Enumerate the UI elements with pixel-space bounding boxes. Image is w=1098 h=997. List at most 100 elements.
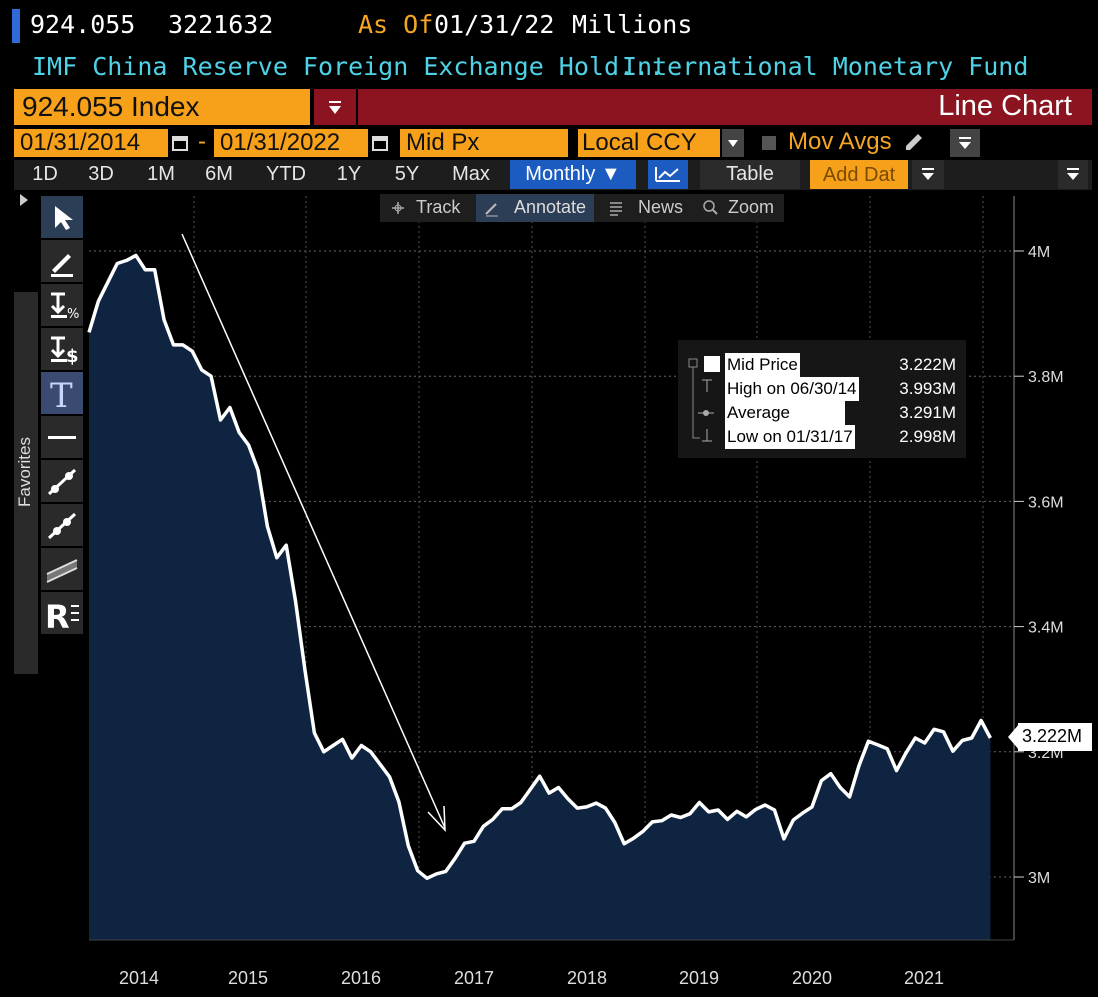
mov-avgs-edit-icon[interactable] bbox=[902, 130, 926, 154]
annotate-label: Annotate bbox=[514, 197, 587, 217]
range-ytd-button[interactable]: YTD bbox=[266, 163, 306, 185]
date-separator: - bbox=[198, 128, 206, 155]
ray-tool[interactable] bbox=[41, 504, 83, 548]
svg-text:R: R bbox=[45, 598, 70, 634]
y-tick-label: 3.4M bbox=[1028, 620, 1064, 637]
end-date-field[interactable]: 01/31/2022 bbox=[214, 129, 368, 157]
y-tick-label: 3.6M bbox=[1028, 494, 1064, 511]
select-tool[interactable] bbox=[41, 196, 83, 240]
y-tick-label: 4M bbox=[1028, 244, 1050, 261]
range-1d-button[interactable]: 1D bbox=[32, 163, 58, 185]
range-1m-button[interactable]: 1M bbox=[147, 163, 175, 185]
price-line bbox=[87, 253, 992, 881]
x-tick-label: 2021 bbox=[904, 968, 944, 988]
zoom-label: Zoom bbox=[728, 197, 775, 217]
end-calendar-icon[interactable] bbox=[370, 131, 390, 155]
regression-tool[interactable]: R bbox=[41, 592, 83, 636]
area-fill bbox=[89, 255, 991, 940]
id-number: 3221632 bbox=[168, 10, 274, 39]
draw-tool[interactable] bbox=[41, 240, 83, 284]
drawing-tools: % $ T R bbox=[41, 196, 87, 636]
trendline-icon bbox=[47, 468, 77, 496]
dropdown-icon bbox=[959, 137, 971, 149]
news-label: News bbox=[638, 197, 684, 217]
percent-change-icon: % bbox=[50, 292, 79, 322]
legend-high-label: High on 06/30/14 bbox=[725, 377, 859, 401]
currency-selector[interactable]: Local CCY bbox=[578, 129, 720, 157]
trend-arrow bbox=[181, 233, 446, 829]
svg-text:$: $ bbox=[66, 346, 79, 367]
y-tick-label: 3M bbox=[1028, 870, 1050, 887]
track-tool[interactable]: Track bbox=[386, 194, 472, 222]
legend-low-label: Low on 01/31/17 bbox=[725, 425, 855, 449]
price-change-tool[interactable]: $ bbox=[41, 328, 83, 372]
mov-avgs-checkbox[interactable] bbox=[762, 136, 776, 150]
text-icon: T bbox=[50, 376, 73, 414]
range-bar-menu-button[interactable] bbox=[1058, 160, 1088, 189]
text-tool[interactable]: T bbox=[41, 372, 83, 416]
start-calendar-icon[interactable] bbox=[170, 131, 190, 155]
favorites-tab[interactable]: Favorites bbox=[14, 292, 38, 674]
svg-text:T: T bbox=[50, 376, 73, 414]
legend-mid-value: 3.222M bbox=[899, 355, 956, 374]
percent-tool[interactable]: % bbox=[41, 284, 83, 328]
x-tick-label: 2020 bbox=[792, 968, 832, 988]
legend-avg-label: Average bbox=[725, 401, 845, 425]
security-field[interactable]: 924.055 Index bbox=[14, 89, 310, 125]
legend-swatch bbox=[704, 356, 720, 372]
legend-low-value: 2.998M bbox=[899, 427, 956, 446]
legend-high-value: 3.993M bbox=[899, 379, 956, 398]
range-max-button[interactable]: Max bbox=[452, 163, 490, 185]
mov-avgs-label: Mov Avgs bbox=[788, 128, 892, 155]
currency-dropdown-button[interactable] bbox=[722, 129, 744, 157]
add-data-field[interactable]: Add Dat bbox=[810, 160, 908, 189]
range-1y-button[interactable]: 1Y bbox=[336, 163, 362, 185]
crosshair-icon bbox=[392, 202, 404, 214]
regression-icon: R bbox=[45, 598, 79, 634]
dropdown-icon bbox=[1067, 168, 1079, 180]
ray-icon bbox=[47, 512, 77, 540]
tag-pointer bbox=[1008, 723, 1020, 751]
frequency-selector[interactable]: Monthly ▼ bbox=[510, 160, 636, 189]
play-icon bbox=[20, 194, 28, 206]
dropdown-icon bbox=[922, 168, 934, 180]
table-button[interactable]: Table bbox=[700, 160, 800, 189]
start-date-text: 01/31/2014 bbox=[20, 129, 141, 156]
chart-type-button[interactable] bbox=[648, 160, 688, 189]
range-6m-button[interactable]: 6M bbox=[205, 163, 233, 185]
track-label: Track bbox=[416, 197, 461, 217]
range-3d-button[interactable]: 3D bbox=[88, 163, 114, 185]
security-description: IMF China Reserve Foreign Exchange Hold.… bbox=[32, 52, 665, 81]
range-5y-button[interactable]: 5Y bbox=[394, 163, 420, 185]
horizontal-line-icon bbox=[48, 436, 76, 439]
zoom-tool[interactable]: Zoom bbox=[696, 194, 782, 222]
chart-title: Line Chart bbox=[938, 90, 1072, 122]
params-menu-button[interactable] bbox=[950, 129, 980, 157]
x-tick-label: 2015 bbox=[228, 968, 268, 988]
add-data-dropdown-button[interactable] bbox=[912, 160, 944, 189]
y-tick-label: 3.8M bbox=[1028, 369, 1064, 386]
expand-toggle[interactable] bbox=[18, 192, 30, 208]
annotate-tool[interactable]: Annotate bbox=[476, 194, 594, 222]
news-tool[interactable]: News bbox=[600, 194, 690, 222]
legend-avg-value: 3.291M bbox=[899, 403, 956, 422]
start-date-field[interactable]: 01/31/2014 bbox=[14, 129, 168, 157]
cursor-icon bbox=[55, 206, 73, 230]
x-tick-label: 2014 bbox=[119, 968, 159, 988]
field-selector[interactable]: Mid Px bbox=[400, 129, 568, 157]
x-tick-label: 2016 bbox=[341, 968, 381, 988]
currency-text: Local CCY bbox=[582, 129, 697, 156]
field-selector-text: Mid Px bbox=[406, 129, 480, 156]
data-source: International Monetary Fund bbox=[622, 52, 1029, 81]
svg-text:%: % bbox=[67, 307, 79, 322]
zoom-icon bbox=[703, 200, 718, 215]
line-chart-icon bbox=[655, 167, 680, 182]
trendline-tool[interactable] bbox=[41, 460, 83, 504]
security-dropdown-button[interactable] bbox=[314, 89, 356, 125]
news-icon bbox=[610, 202, 622, 216]
channel-tool[interactable] bbox=[41, 548, 83, 592]
horizontal-line-tool[interactable] bbox=[41, 416, 83, 460]
channel-icon bbox=[46, 559, 78, 583]
